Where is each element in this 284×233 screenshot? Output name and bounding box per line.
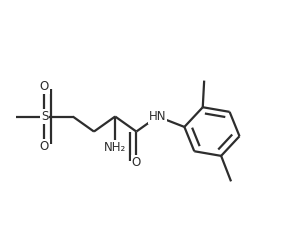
Text: NH₂: NH₂ <box>104 141 126 154</box>
Text: O: O <box>40 80 49 93</box>
Text: O: O <box>132 156 141 169</box>
Text: O: O <box>40 140 49 153</box>
Text: HN: HN <box>149 110 166 123</box>
Text: S: S <box>41 110 48 123</box>
